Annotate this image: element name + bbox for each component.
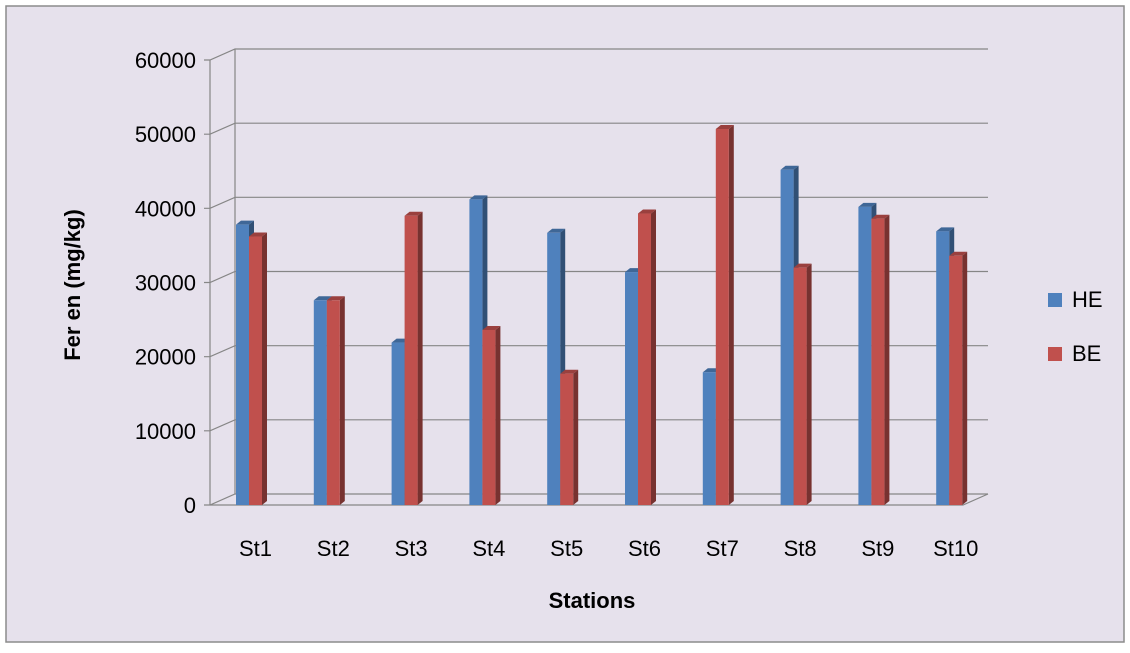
bar-top [858,202,877,207]
y-axis-label: Fer en (mg/kg) [60,209,85,361]
bar-top [482,325,501,330]
bar-side [962,251,968,505]
y-tick-label: 10000 [135,419,196,444]
bar-top [326,296,345,301]
bar [547,232,561,505]
gridlines [204,48,989,506]
gridline [204,493,988,506]
bar-side [728,124,734,505]
bar-top [469,195,488,200]
legend-label: BE [1072,341,1101,366]
bar-top [793,263,812,268]
bar-top [715,124,734,129]
gridline [204,345,988,358]
bar-side [884,214,890,505]
y-tick-label: 0 [184,493,196,518]
bar-top [236,220,254,225]
bar [936,231,950,505]
bar [793,267,807,505]
bar [638,213,651,505]
x-tick-label: St7 [706,536,739,561]
bar [482,329,496,505]
gridline [204,48,988,61]
bar-top [638,209,656,214]
bars [236,124,968,505]
bar [313,300,327,505]
bar-top [313,296,332,301]
x-tick-label: St2 [317,536,350,561]
bar-side [417,211,423,505]
bar [326,300,340,505]
gridline [204,122,988,135]
x-tick-label: St5 [550,536,583,561]
bar [858,206,872,505]
bar-top [404,211,423,216]
bar-side [806,263,812,505]
x-tick-label: St10 [933,536,978,561]
bar [871,218,885,505]
y-tick-label: 20000 [135,345,196,370]
bar-top [560,369,579,374]
x-tick-label: St9 [861,536,894,561]
bar [236,224,249,505]
bar-side [573,369,579,505]
bar-side [651,209,656,505]
bar [560,373,574,505]
bar-top [936,227,955,232]
bar-top [780,165,799,170]
bar [404,215,418,505]
legend-swatch [1048,347,1062,361]
y-axis-ticks: 0 10000 20000 30000 40000 50000 60000 [135,48,196,518]
bar-top [949,251,968,256]
x-axis-floor [210,493,989,506]
bar [702,372,716,505]
x-tick-label: St6 [628,536,661,561]
legend-swatch [1048,293,1062,307]
bar [249,236,262,505]
bar-side [495,325,501,505]
legend-label: HE [1072,287,1103,312]
bar-top [547,228,566,233]
bar-top [249,232,267,237]
bar [715,128,729,505]
x-axis-ticks: St1 St2 St3 St4 St5 St6 St7 St8 St9 St10 [239,536,978,561]
bar [391,342,405,505]
y-tick-label: 40000 [135,196,196,221]
y-tick-label: 30000 [135,271,196,296]
bar-top [871,214,890,219]
bar [469,199,483,505]
x-tick-label: St4 [472,536,505,561]
x-tick-label: St1 [239,536,272,561]
x-tick-label: St8 [784,536,817,561]
x-tick-label: St3 [395,536,428,561]
bar [949,255,963,505]
bar [780,169,794,505]
bar-side [339,296,345,505]
y-tick-label: 60000 [135,48,196,73]
bar-side [262,232,267,505]
x-axis-label: Stations [549,588,636,613]
bar [625,272,638,505]
y-tick-label: 50000 [135,122,196,147]
legend: HE BE [1048,287,1103,366]
gridline [204,270,988,284]
gridline [204,419,988,432]
gridline [204,196,988,209]
